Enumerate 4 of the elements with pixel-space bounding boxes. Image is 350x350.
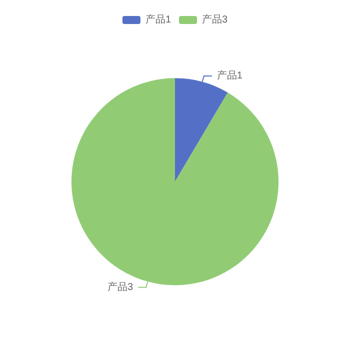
legend-label: 产品3 [202, 14, 228, 26]
legend-label: 产品1 [145, 14, 172, 26]
slice-label: 产品3 [108, 280, 134, 293]
slice-label: 产品1 [216, 70, 243, 82]
